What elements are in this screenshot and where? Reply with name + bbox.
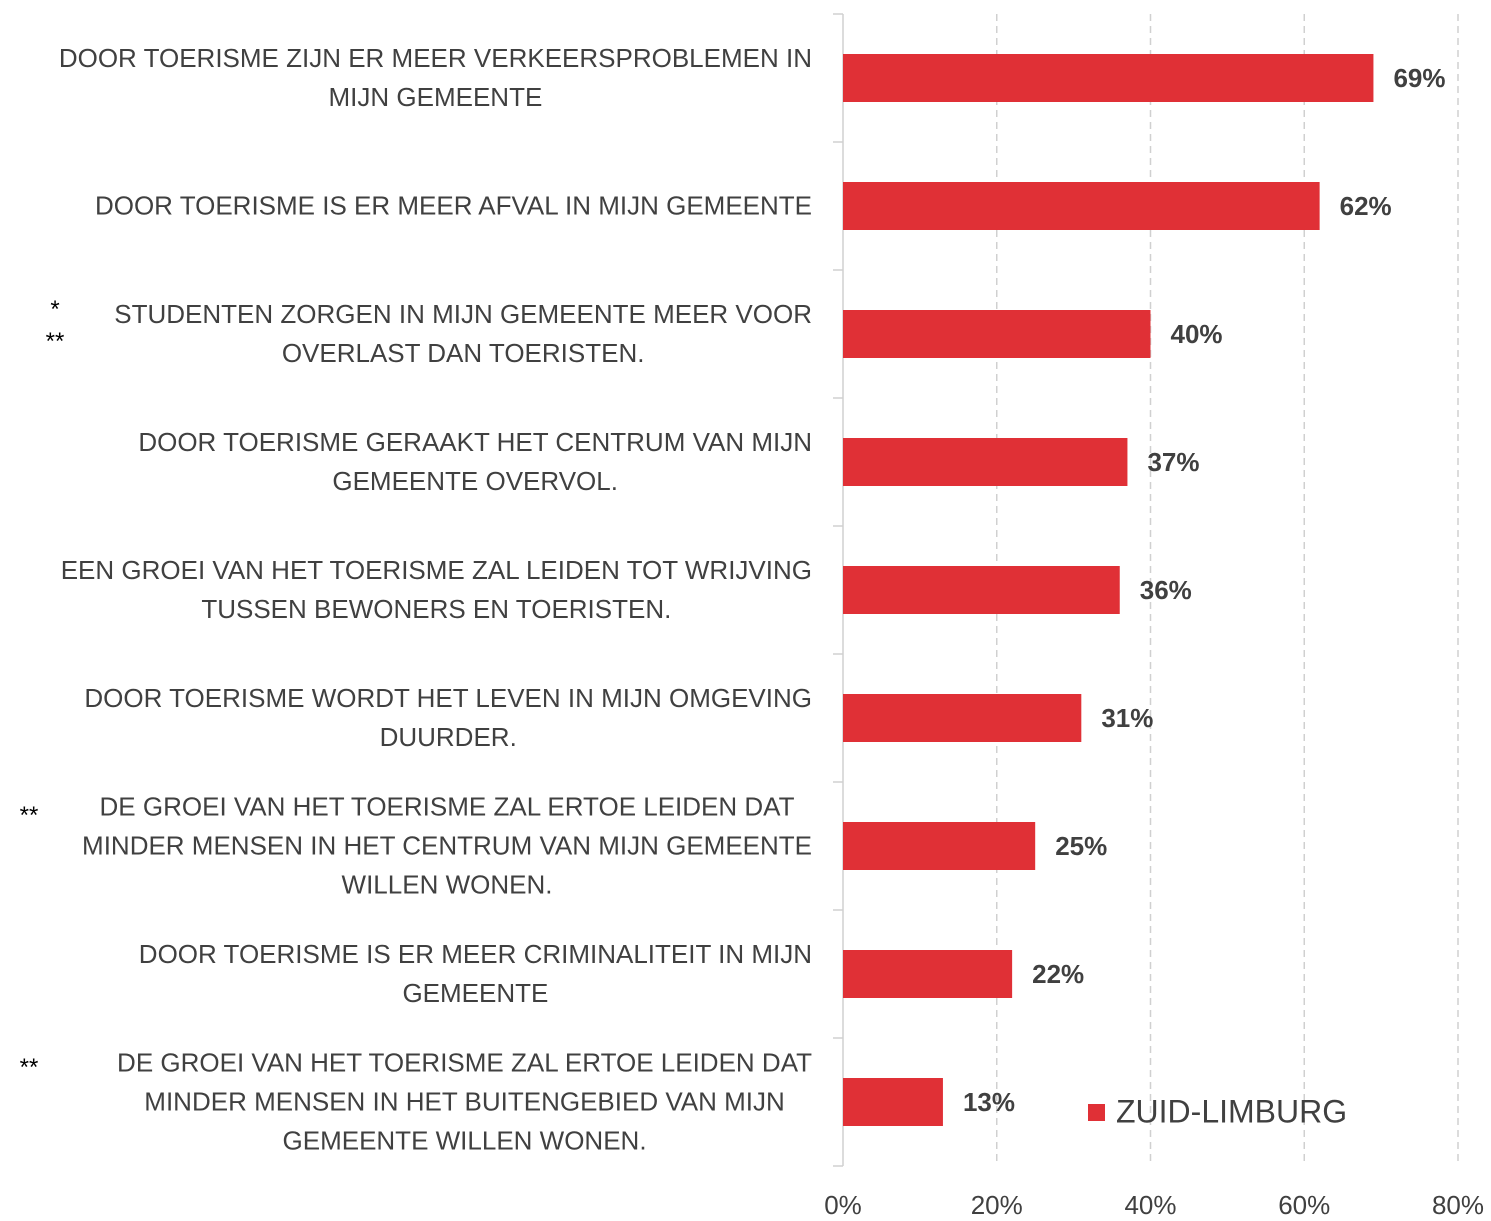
- legend-label: ZUID-LIMBURG: [1116, 1093, 1347, 1129]
- category-text: DOOR TOERISME GERAAKT HET CENTRUM VAN MI…: [138, 427, 812, 496]
- category-label: DOOR TOERISME WORDT HET LEVEN IN MIJN OM…: [84, 679, 812, 757]
- x-tick-label: 80%: [1432, 1190, 1484, 1220]
- annotation: **: [19, 1054, 39, 1081]
- value-label: 62%: [1340, 191, 1392, 221]
- bar: [843, 950, 1013, 998]
- category-label: DOOR TOERISME GERAAKT HET CENTRUM VAN MI…: [138, 423, 812, 501]
- bar: [843, 310, 1151, 358]
- value-label: 25%: [1055, 831, 1107, 861]
- category-text: STUDENTEN ZORGEN IN MIJN GEMEENTE MEER V…: [114, 299, 812, 368]
- value-label: 69%: [1393, 63, 1445, 93]
- category-text: DE GROEI VAN HET TOERISME ZAL ERTOE LEID…: [117, 1047, 812, 1156]
- value-label: 36%: [1140, 575, 1192, 605]
- category-label: DOOR TOERISME IS ER MEER AFVAL IN MIJN G…: [95, 187, 812, 226]
- value-label: 40%: [1171, 319, 1223, 349]
- category-label: DOOR TOERISME IS ER MEER CRIMINALITEIT I…: [139, 935, 812, 1013]
- bar: [843, 822, 1036, 870]
- category-text: DE GROEI VAN HET TOERISME ZAL ERTOE LEID…: [82, 791, 812, 900]
- category-label: DE GROEI VAN HET TOERISME ZAL ERTOE LEID…: [117, 1044, 812, 1161]
- bar: [843, 566, 1120, 614]
- category-text: DOOR TOERISME WORDT HET LEVEN IN MIJN OM…: [84, 683, 812, 752]
- value-label: 31%: [1101, 703, 1153, 733]
- category-text: DOOR TOERISME ZIJN ER MEER VERKEERSPROBL…: [58, 43, 812, 112]
- annotation: * **: [45, 296, 65, 355]
- category-text: EEN GROEI VAN HET TOERISME ZAL LEIDEN TO…: [60, 555, 812, 624]
- x-tick-label: 60%: [1278, 1190, 1330, 1220]
- category-text: DOOR TOERISME IS ER MEER CRIMINALITEIT I…: [138, 939, 812, 1008]
- bar: [843, 54, 1374, 102]
- x-tick-label: 20%: [971, 1190, 1023, 1220]
- legend-swatch: [1088, 1104, 1105, 1121]
- value-label: 22%: [1032, 959, 1084, 989]
- value-label: 37%: [1147, 447, 1199, 477]
- bar: [843, 694, 1082, 742]
- value-label: 13%: [963, 1087, 1015, 1117]
- category-label: STUDENTEN ZORGEN IN MIJN GEMEENTE MEER V…: [114, 295, 812, 373]
- category-label: DOOR TOERISME ZIJN ER MEER VERKEERSPROBL…: [59, 39, 812, 117]
- category-label: EEN GROEI VAN HET TOERISME ZAL LEIDEN TO…: [61, 551, 812, 629]
- x-tick-label: 40%: [1124, 1190, 1176, 1220]
- bar: [843, 182, 1320, 230]
- annotation: **: [19, 802, 39, 829]
- category-text: DOOR TOERISME IS ER MEER AFVAL IN MIJN G…: [94, 190, 812, 221]
- x-tick-label: 0%: [824, 1190, 862, 1220]
- bar: [843, 438, 1128, 486]
- category-label: DE GROEI VAN HET TOERISME ZAL ERTOE LEID…: [82, 788, 812, 905]
- bar: [843, 1078, 943, 1126]
